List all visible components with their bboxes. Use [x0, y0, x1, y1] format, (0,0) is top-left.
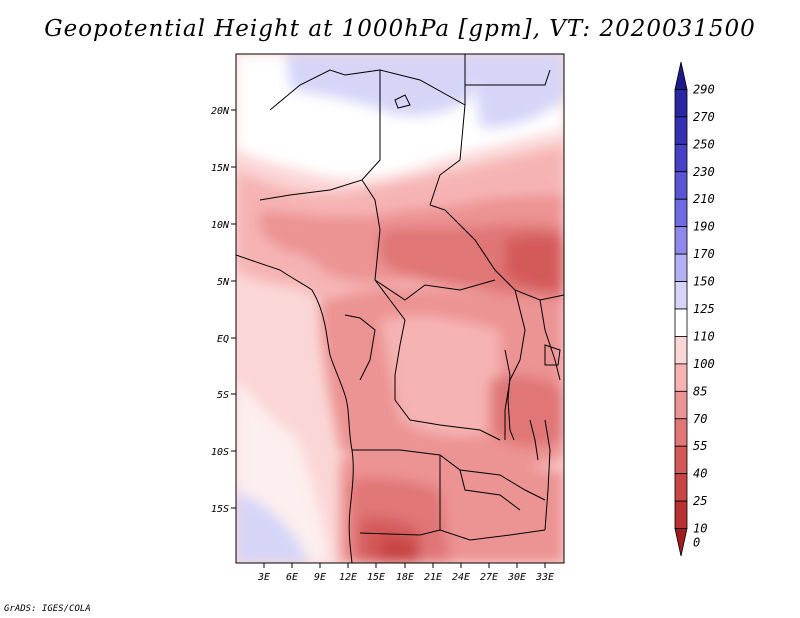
colorbar-swatch: [674, 418, 688, 447]
colorbar-label: 100: [693, 357, 715, 371]
colorbar-swatch: [674, 500, 688, 529]
lon-label-24e: 24E: [452, 572, 470, 583]
colorbar-swatch: [674, 198, 688, 228]
colorbar-label: 230: [693, 165, 715, 179]
colorbar-label: 170: [693, 247, 715, 261]
longitude-axis: [263, 563, 546, 568]
lat-label-5s: 5S: [217, 390, 229, 401]
colorbar-swatch: [674, 308, 688, 337]
colorbar-label: 10: [693, 522, 707, 536]
colorbar-label: 55: [693, 439, 707, 453]
map-title: Geopotential Height at 1000hPa [gpm], VT…: [44, 16, 756, 42]
colorbar-label: 25: [693, 494, 707, 508]
lat-label-10n: 10N: [211, 220, 230, 231]
colorbar-label: 210: [693, 192, 715, 206]
lon-label-6e: 6E: [286, 572, 298, 583]
lon-label-12e: 12E: [339, 572, 357, 583]
lon-label-3e: 3E: [257, 572, 270, 583]
lon-label-30e: 30E: [507, 572, 526, 583]
colorbar: 2902702502302101901701501251101008570554…: [674, 61, 715, 557]
lat-label-10s: 10S: [211, 447, 229, 458]
lon-label-21e: 21E: [424, 572, 442, 583]
colorbar-swatch: [674, 473, 688, 502]
colorbar-swatch: [674, 89, 688, 118]
colorbar-swatch: [674, 363, 688, 392]
colorbar-swatch: [674, 445, 688, 475]
colorbar-label: 70: [693, 412, 707, 426]
lat-label-20n: 20N: [211, 106, 230, 117]
colorbar-swatch: [674, 143, 688, 173]
lon-label-18e: 18E: [396, 572, 414, 583]
colorbar-label: 125: [693, 302, 715, 316]
colorbar-label: 85: [693, 384, 707, 398]
lon-label-33e: 33E: [535, 572, 554, 583]
colorbar-label: 190: [693, 220, 715, 234]
colorbar-swatch: [674, 171, 688, 200]
colorbar-label: 150: [693, 275, 715, 289]
lon-label-15e: 15E: [367, 572, 385, 583]
colorbar-label: 110: [693, 329, 715, 343]
country-boundaries: [236, 54, 564, 563]
colorbar-label: 270: [693, 110, 715, 124]
latitude-axis: [231, 109, 236, 509]
colorbar-label: 250: [693, 137, 715, 151]
lat-label-eq: EQ: [217, 334, 229, 345]
lon-label-27e: 27E: [480, 572, 498, 583]
lat-label-15s: 15S: [211, 504, 229, 515]
colorbar-swatch: [674, 61, 688, 90]
colorbar-swatch: [674, 116, 688, 145]
colorbar-label: 290: [693, 82, 715, 96]
lat-label-5n: 5N: [217, 277, 230, 288]
colorbar-swatch: [674, 336, 688, 365]
colorbar-swatch: [674, 528, 688, 557]
colorbar-swatch: [674, 226, 688, 255]
map-frame: [235, 53, 565, 564]
geopotential-field: [236, 54, 564, 563]
colorbar-label: 40: [693, 467, 707, 481]
colorbar-swatch: [674, 253, 688, 282]
lat-label-15n: 15N: [211, 163, 230, 174]
colorbar-swatch: [674, 390, 688, 420]
grads-credit: GrADS: IGES/COLA: [4, 604, 91, 614]
lon-label-9e: 9E: [314, 572, 326, 583]
colorbar-label: 0: [693, 535, 700, 549]
colorbar-swatch: [674, 281, 688, 310]
